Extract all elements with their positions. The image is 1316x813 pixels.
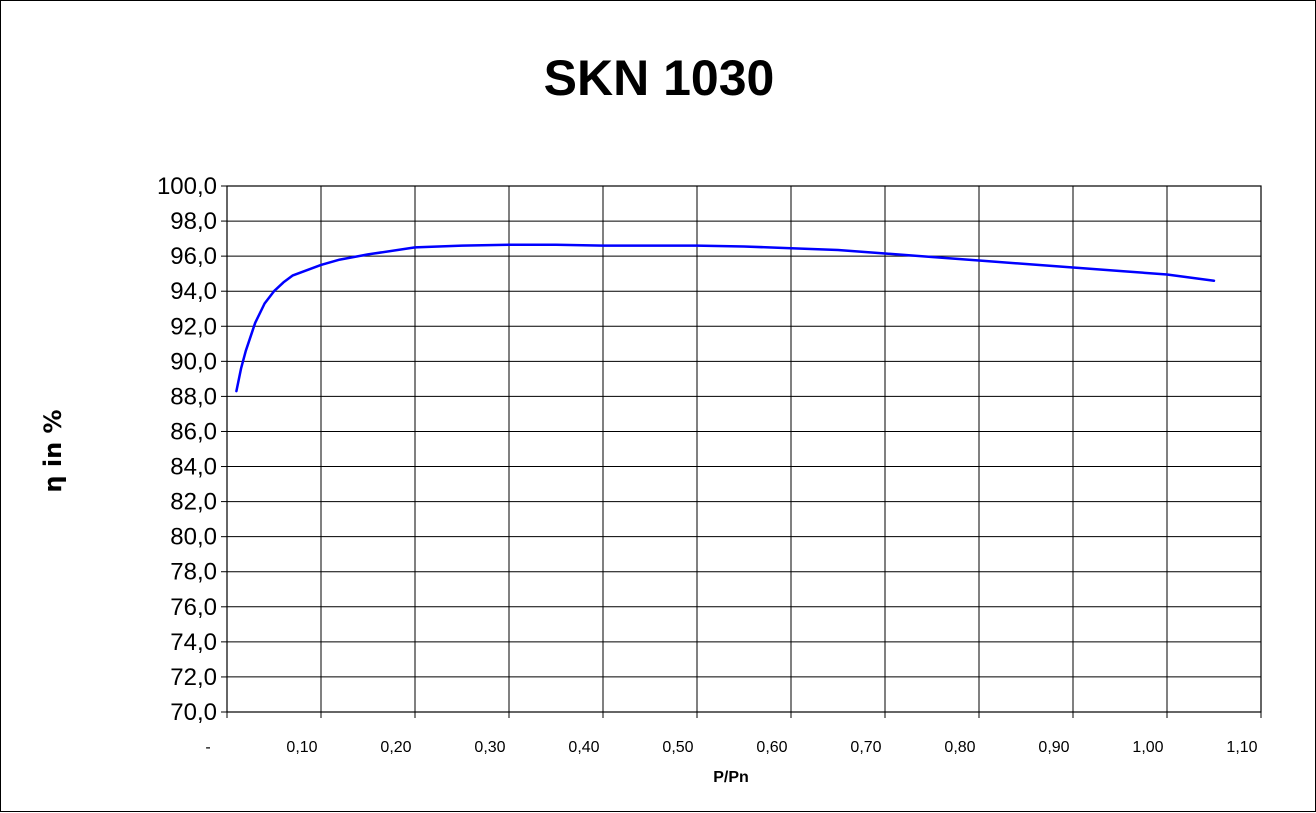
y-tick-label: 90,0 bbox=[170, 348, 217, 375]
y-tick-label: 92,0 bbox=[170, 313, 217, 340]
x-tick-label: 1,10 bbox=[1226, 739, 1257, 756]
grid bbox=[226, 185, 1262, 713]
x-tick-label: 0,50 bbox=[662, 739, 693, 756]
x-tick-label: 1,00 bbox=[1132, 739, 1163, 756]
y-tick-label: 70,0 bbox=[170, 699, 217, 726]
y-tick-label: 98,0 bbox=[170, 208, 217, 235]
x-axis-ticks: - 0,10 0,20 0,30 0,40 0,50 0,60 0,70 0,80 0,90 1,0… bbox=[205, 712, 1262, 756]
y-axis-label: η in % bbox=[39, 409, 67, 492]
y-tick-label: 88,0 bbox=[170, 383, 217, 410]
y-tick-label: 82,0 bbox=[170, 489, 217, 516]
y-tick-label: 84,0 bbox=[170, 454, 217, 481]
x-tick-label: 0,90 bbox=[1038, 739, 1069, 756]
y-tick-label: 96,0 bbox=[170, 243, 217, 270]
y-tick-label: 72,0 bbox=[170, 664, 217, 691]
x-tick-label: 0,70 bbox=[850, 739, 881, 756]
series-layer bbox=[235, 243, 1216, 393]
series-line bbox=[235, 243, 1216, 393]
x-tick-label: 0,30 bbox=[474, 739, 505, 756]
chart-title: SKN 1030 bbox=[544, 50, 775, 106]
y-tick-label: 86,0 bbox=[170, 418, 217, 445]
x-tick-label: 0,80 bbox=[944, 739, 975, 756]
x-tick-label: - bbox=[205, 739, 210, 756]
x-tick-label: 0,40 bbox=[568, 739, 599, 756]
x-tick-label: 0,20 bbox=[380, 739, 411, 756]
y-tick-label: 94,0 bbox=[170, 278, 217, 305]
y-tick-label: 80,0 bbox=[170, 524, 217, 551]
x-axis-label: P/Pn bbox=[713, 769, 749, 786]
y-tick-label: 76,0 bbox=[170, 594, 217, 621]
plot-area bbox=[226, 185, 1262, 713]
y-tick-label: 78,0 bbox=[170, 559, 217, 586]
x-tick-label: 0,60 bbox=[756, 739, 787, 756]
y-axis-ticks: 70,0 72,0 74,0 76,0 78,0 80,0 82,0 84,0 86,0 88,0… bbox=[157, 173, 227, 726]
y-tick-label: 74,0 bbox=[170, 629, 217, 656]
y-tick-label: 100,0 bbox=[157, 173, 217, 200]
x-tick-label: 0,10 bbox=[286, 739, 317, 756]
